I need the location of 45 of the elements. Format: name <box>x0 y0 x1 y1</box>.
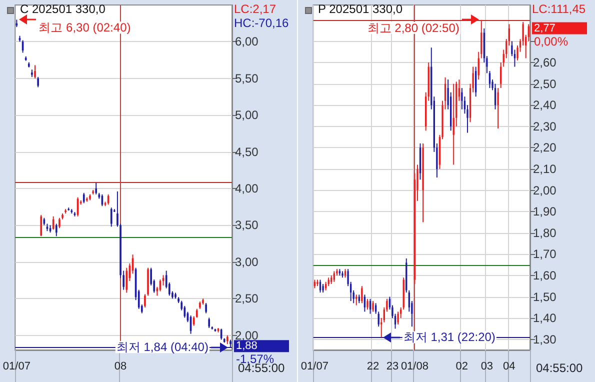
text: LC:2,17 <box>234 2 276 16</box>
annotation: 최저 1,31 (22:20) <box>403 330 496 344</box>
y-tick-label: 1,60 <box>533 268 557 282</box>
x-tick-label: 08 <box>114 360 127 372</box>
annotation: 최저 1,84 (04:40) <box>116 340 208 354</box>
text: 0,00% <box>534 34 568 48</box>
annotation: 최고 6,30 (02:40) <box>38 20 131 35</box>
x-tick-label: 03 <box>480 360 494 372</box>
y-tick-label: 5,00 <box>235 108 259 122</box>
y-tick-label: 2,40 <box>533 98 557 112</box>
y-tick-label: 2,50 <box>235 292 259 306</box>
y-tick-label: 6,00 <box>235 34 259 49</box>
y-tick-label: 2,30 <box>533 119 557 134</box>
annotation: 최고 2,80 (02:50) <box>367 20 460 35</box>
x-tick-label: 02 <box>456 360 468 372</box>
text: 2,77 <box>534 22 556 34</box>
y-tick-label: 2,00 <box>533 183 557 198</box>
y-tick-label: 1,80 <box>533 226 557 240</box>
text: LC:111,45 <box>532 2 586 16</box>
y-tick-label: 1,40 <box>533 311 557 326</box>
text: 04:55:00 <box>536 361 584 375</box>
x-tick-label: 23 <box>386 360 399 372</box>
x-tick-label: 01/07 <box>300 360 328 372</box>
y-tick-label: 2,10 <box>533 162 557 176</box>
y-tick-label: 3,00 <box>235 254 259 269</box>
x-tick-label: 22 <box>366 360 380 372</box>
y-tick-label: 2,60 <box>533 56 557 70</box>
y-tick-label: 2,00 <box>235 328 259 342</box>
chart-title: C 202501 330,0 <box>20 2 106 16</box>
text: 1,88 <box>236 340 258 352</box>
text: HC:-70,16 <box>234 16 290 30</box>
y-tick-label: 1,90 <box>533 204 557 219</box>
x-tick-label: 01/08 <box>400 360 428 372</box>
x-tick-label: 04 <box>503 360 516 372</box>
y-tick-label: 3,50 <box>235 218 259 232</box>
y-tick-label: 1,50 <box>533 290 557 304</box>
y-tick-label: 1,30 <box>533 332 557 346</box>
y-tick-label: 1,70 <box>533 247 557 262</box>
y-tick-label: 2,20 <box>533 140 557 155</box>
y-tick-label: 5,50 <box>235 71 259 86</box>
y-tick-label: 4,50 <box>235 144 259 159</box>
y-tick-label: 4,00 <box>235 182 259 196</box>
x-tick-label: 01/07 <box>2 360 30 372</box>
chart-title: P 202501 330,0 <box>318 2 403 16</box>
y-tick-label: 2,50 <box>533 76 557 91</box>
